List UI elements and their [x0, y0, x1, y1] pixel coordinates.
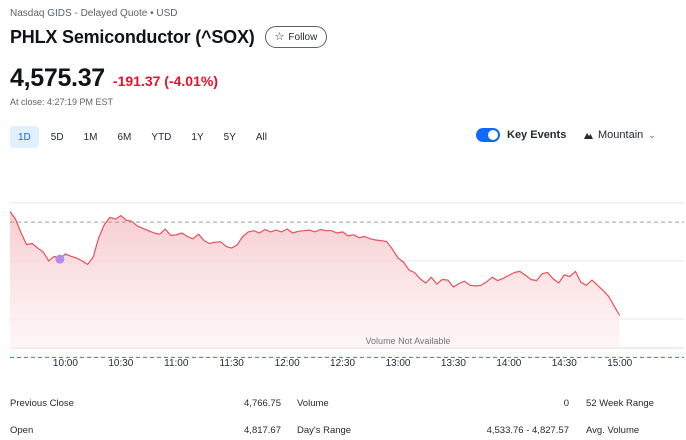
close-time: At close: 4:27:19 PM EST	[10, 97, 114, 107]
price-area	[10, 211, 620, 348]
x-tick-label: 12:30	[330, 358, 355, 369]
range-tab-1y[interactable]: 1Y	[191, 131, 204, 143]
follow-label: Follow	[288, 31, 318, 43]
x-tick-label: 11:30	[220, 358, 245, 369]
chevron-down-icon: ⌄	[648, 129, 656, 140]
x-tick-label: 14:30	[552, 358, 577, 369]
range-tab-ytd[interactable]: YTD	[151, 131, 172, 143]
volume-value: 0	[563, 398, 569, 409]
week52-range-label: 52 Week Range	[586, 398, 654, 409]
quote-row: 4,575.37 -191.37 (-4.01%)	[10, 64, 218, 93]
volume-not-available: Volume Not Available	[365, 336, 451, 346]
chart-type-label: Mountain	[598, 129, 644, 141]
follow-button[interactable]: ☆ Follow	[264, 26, 328, 48]
open-label: Open	[10, 425, 34, 436]
x-tick-label: 15:00	[607, 358, 632, 369]
range-tab-1m[interactable]: 1M	[83, 131, 98, 143]
chart-type-dropdown[interactable]: Mountain ⌄	[584, 129, 656, 141]
toggle-switch[interactable]	[476, 128, 500, 142]
toggle-knob	[488, 130, 498, 140]
x-tick-label: 11:00	[164, 358, 189, 369]
x-tick-label: 13:00	[385, 358, 410, 369]
avg-volume-label: Avg. Volume	[586, 425, 640, 436]
range-tab-1d[interactable]: 1D	[10, 126, 39, 148]
price-line	[9, 211, 621, 316]
days-range-value: 4,533.76 - 4,827.57	[486, 425, 569, 436]
title-row: PHLX Semiconductor (^SOX) ☆ Follow	[10, 26, 328, 48]
previous-close-value: 4,766.75	[244, 398, 281, 409]
mountain-icon	[584, 133, 593, 139]
exchange-info: Nasdaq GIDS - Delayed Quote • USD	[10, 8, 178, 19]
open-value: 4,817.67	[244, 425, 281, 436]
price-change: -191.37 (-4.01%)	[112, 73, 218, 89]
x-tick-label: 12:00	[275, 358, 300, 369]
key-events-label: Key Events	[507, 129, 567, 141]
x-tick-label: 13:30	[441, 358, 466, 369]
x-tick-label: 10:00	[53, 358, 78, 369]
previous-close-label: Previous Close	[10, 398, 74, 409]
key-events-toggle[interactable]: Key Events	[476, 128, 566, 142]
page-title: PHLX Semiconductor (^SOX)	[10, 26, 255, 47]
price-chart[interactable]: 10:00 10:30 11:00 11:30 12:00 12:30 13:00 13:30…	[0, 160, 686, 375]
range-tab-5d[interactable]: 5D	[50, 131, 64, 143]
current-price: 4,575.37	[10, 64, 105, 92]
range-tab-6m[interactable]: 6M	[117, 131, 132, 143]
range-tabs: 1D 5D 1M 6M YTD 1Y 5Y All	[10, 126, 275, 148]
range-tab-5y[interactable]: 5Y	[223, 131, 236, 143]
x-tick-label: 10:30	[108, 358, 133, 369]
x-tick-label: 14:00	[496, 358, 521, 369]
range-tab-all[interactable]: All	[255, 131, 267, 143]
star-icon: ☆	[274, 30, 285, 43]
volume-label: Volume	[297, 398, 329, 409]
days-range-label: Day's Range	[297, 425, 352, 436]
key-event-marker	[55, 254, 65, 264]
